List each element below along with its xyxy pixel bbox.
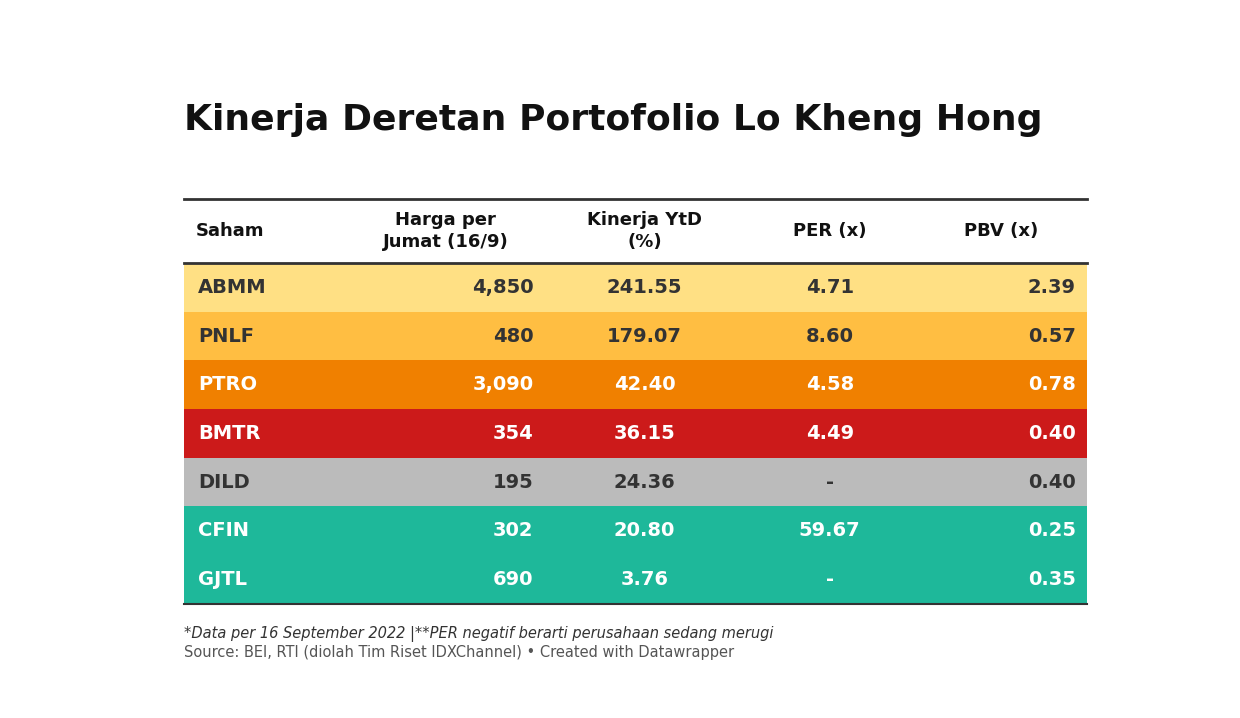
Text: PTRO: PTRO: [198, 376, 258, 394]
Text: PER (x): PER (x): [792, 223, 867, 241]
Text: BMTR: BMTR: [198, 424, 260, 443]
Text: 0.25: 0.25: [1028, 521, 1075, 540]
Text: Harga per
Jumat (16/9): Harga per Jumat (16/9): [383, 211, 508, 251]
Text: PNLF: PNLF: [198, 327, 254, 345]
Text: 36.15: 36.15: [614, 424, 676, 443]
Text: 8.60: 8.60: [806, 327, 853, 345]
Text: 3,090: 3,090: [472, 376, 533, 394]
Text: 354: 354: [492, 424, 533, 443]
Bar: [184, 312, 1087, 360]
Bar: [184, 409, 1087, 457]
Text: PBV (x): PBV (x): [965, 223, 1038, 241]
Text: 0.35: 0.35: [1028, 570, 1075, 589]
Text: 2.39: 2.39: [1028, 278, 1075, 297]
Text: ABMM: ABMM: [198, 278, 267, 297]
Text: 59.67: 59.67: [799, 521, 861, 540]
Text: Source: BEI, RTI (diolah Tim Riset IDXChannel) • Created with Datawrapper: Source: BEI, RTI (diolah Tim Riset IDXCh…: [184, 645, 734, 660]
Text: Kinerja Deretan Portofolio Lo Kheng Hong: Kinerja Deretan Portofolio Lo Kheng Hong: [184, 103, 1043, 136]
Bar: [184, 360, 1087, 409]
Text: 4.58: 4.58: [806, 376, 854, 394]
Text: -: -: [826, 472, 833, 492]
Text: 3.76: 3.76: [620, 570, 668, 589]
Bar: [184, 555, 1087, 604]
Text: 4.49: 4.49: [806, 424, 854, 443]
Text: 302: 302: [494, 521, 533, 540]
Text: 20.80: 20.80: [614, 521, 676, 540]
Text: 690: 690: [494, 570, 533, 589]
Text: 4,850: 4,850: [472, 278, 533, 297]
Text: 24.36: 24.36: [614, 472, 676, 492]
Text: Kinerja YtD
(%): Kinerja YtD (%): [587, 211, 702, 251]
Bar: [184, 263, 1087, 312]
Text: 480: 480: [494, 327, 533, 345]
Text: 42.40: 42.40: [614, 376, 676, 394]
Text: 195: 195: [492, 472, 533, 492]
Bar: [184, 506, 1087, 555]
Text: 4.71: 4.71: [806, 278, 854, 297]
Text: 0.78: 0.78: [1028, 376, 1075, 394]
Text: CFIN: CFIN: [198, 521, 249, 540]
Text: 0.40: 0.40: [1028, 472, 1075, 492]
Bar: [184, 457, 1087, 506]
Text: *Data per 16 September 2022 |**PER negatif berarti perusahaan sedang merugi: *Data per 16 September 2022 |**PER negat…: [184, 626, 774, 642]
Text: -: -: [826, 570, 833, 589]
Text: GJTL: GJTL: [198, 570, 247, 589]
Text: Saham: Saham: [196, 223, 264, 241]
Text: 241.55: 241.55: [606, 278, 682, 297]
Text: DILD: DILD: [198, 472, 250, 492]
Text: 0.57: 0.57: [1028, 327, 1075, 345]
Text: 179.07: 179.07: [608, 327, 682, 345]
Text: 0.40: 0.40: [1028, 424, 1075, 443]
